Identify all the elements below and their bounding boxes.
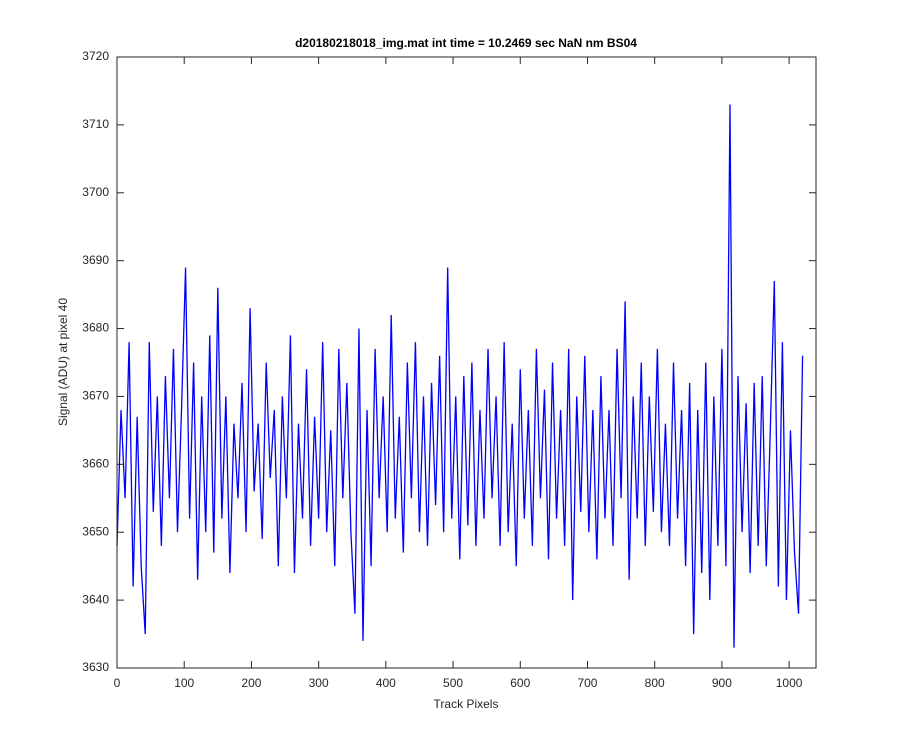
y-tick-label: 3700: [82, 185, 109, 199]
y-tick-label: 3660: [82, 457, 109, 471]
x-tick-label: 1000: [776, 676, 803, 690]
x-tick-label: 700: [577, 676, 597, 690]
x-tick-label: 400: [376, 676, 396, 690]
y-tick-label: 3710: [82, 117, 109, 131]
y-tick-label: 3670: [82, 389, 109, 403]
y-tick-label: 3630: [82, 660, 109, 674]
chart-title: d20180218018_img.mat int time = 10.2469 …: [295, 36, 637, 50]
y-tick-label: 3680: [82, 321, 109, 335]
data-line: [116, 104, 804, 648]
y-tick-label: 3720: [82, 49, 109, 63]
plot-frame: [116, 56, 817, 669]
x-tick-label: 800: [645, 676, 665, 690]
y-tick-label: 3650: [82, 524, 109, 538]
x-tick-label: 900: [712, 676, 732, 690]
x-tick-label: 200: [241, 676, 261, 690]
y-axis-label: Signal (ADU) at pixel 40: [56, 298, 70, 426]
x-axis-label: Track Pixels: [434, 697, 499, 711]
y-tick-label: 3690: [82, 253, 109, 267]
x-tick-label: 500: [443, 676, 463, 690]
y-tick-label: 3640: [82, 592, 109, 606]
x-tick-label: 0: [114, 676, 121, 690]
x-tick-label: 300: [309, 676, 329, 690]
x-tick-label: 600: [510, 676, 530, 690]
x-tick-label: 100: [174, 676, 194, 690]
